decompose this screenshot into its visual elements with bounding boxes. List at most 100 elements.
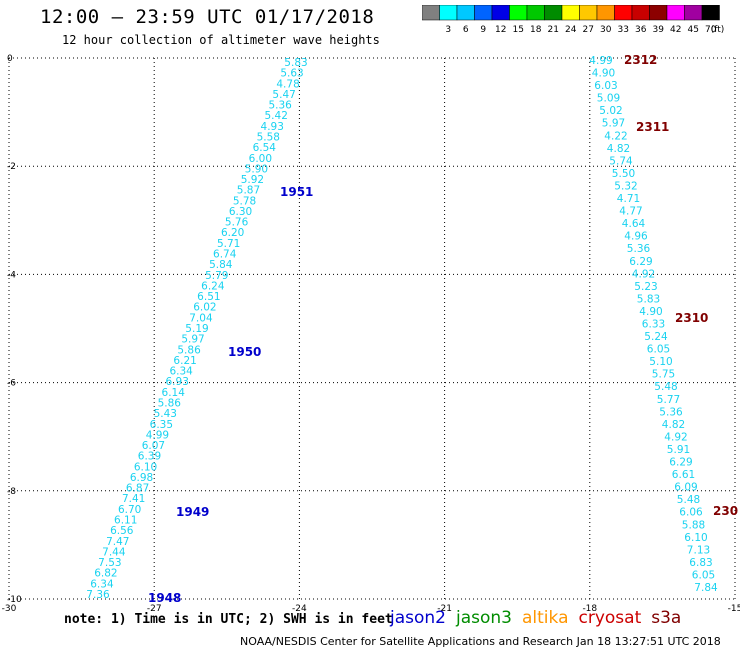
swh-value: 7.47 — [106, 536, 129, 548]
swh-value: 4.78 — [276, 78, 299, 90]
page-subtitle: 12 hour collection of altimeter wave hei… — [62, 33, 380, 47]
swh-value: 4.96 — [624, 231, 648, 243]
y-tick-label: 0 — [7, 54, 13, 64]
x-tick-label: -30 — [2, 604, 17, 614]
swh-value: 5.78 — [233, 195, 256, 207]
swh-value: 7.53 — [98, 557, 121, 569]
satellite-legend-item: cryosat — [578, 608, 642, 628]
swh-value: 5.84 — [209, 259, 233, 271]
swh-value: 4.64 — [622, 218, 646, 230]
colorbar-tick-label: 33 — [618, 25, 629, 35]
footer-note: note: 1) Time is in UTC; 2) SWH is in fe… — [64, 612, 393, 627]
swh-value: 5.86 — [177, 344, 201, 356]
swh-value: 6.14 — [162, 387, 186, 399]
swh-value: 7.84 — [694, 582, 718, 594]
swh-value: 4.82 — [662, 419, 685, 431]
swh-value: 6.39 — [138, 451, 161, 463]
swh-value: 6.34 — [169, 366, 193, 378]
swh-value: 5.23 — [634, 281, 657, 293]
west-track: 5.835.634.785.475.365.424.935.586.546.00… — [86, 57, 313, 605]
satellite-legend: jason2 jason3 altika cryosat s3a — [390, 608, 691, 628]
swh-value: 5.97 — [181, 334, 204, 346]
y-tick-label: -10 — [7, 595, 22, 605]
colorbar-tick-label: 39 — [653, 25, 665, 35]
y-tick-label: -8 — [7, 487, 16, 497]
y-tick-label: -2 — [7, 162, 16, 172]
swh-value: 5.97 — [602, 118, 625, 130]
pass-time-label: 230 — [713, 504, 738, 518]
swh-value: 5.71 — [217, 238, 240, 250]
swh-value: 7.41 — [122, 493, 145, 505]
x-tick-label: -18 — [582, 604, 597, 614]
colorbar-tick-label: 36 — [635, 25, 647, 35]
swh-value: 6.05 — [647, 344, 670, 356]
pass-time-label: 2310 — [675, 311, 708, 325]
wave-height-colorbar: 3 6 9 12 15 18 21 24 27 30 33 36 39 42 45 70(ft) — [422, 5, 724, 35]
swh-value: 6.10 — [684, 532, 707, 544]
swh-value: 7.44 — [102, 546, 126, 558]
swh-value: 4.90 — [639, 306, 662, 318]
colorbar-tick-label: 18 — [530, 25, 542, 35]
swh-value: 6.98 — [130, 472, 153, 484]
swh-value: 6.00 — [249, 153, 272, 165]
swh-value: 6.30 — [229, 206, 252, 218]
swh-value: 5.90 — [245, 163, 268, 175]
swh-value: 5.79 — [205, 270, 228, 282]
swh-value: 5.48 — [677, 494, 700, 506]
swh-value: 6.11 — [114, 515, 137, 527]
swh-value: 6.10 — [134, 461, 157, 473]
swh-value: 5.87 — [237, 185, 260, 197]
colorbar-tick-label: 30 — [600, 25, 612, 35]
swh-value: 6.70 — [118, 504, 141, 516]
pass-time-label: 2312 — [624, 53, 657, 67]
footer-credit: NOAA/NESDIS Center for Satellite Applica… — [240, 635, 721, 648]
swh-value: 6.61 — [672, 469, 695, 481]
swh-value: 6.87 — [126, 483, 149, 495]
swh-value: 6.20 — [221, 227, 244, 239]
swh-value: 5.63 — [280, 68, 303, 80]
swh-value: 6.06 — [679, 507, 703, 519]
swh-value: 5.58 — [257, 131, 280, 143]
swh-value: 5.77 — [657, 394, 680, 406]
swh-value: 5.76 — [225, 217, 249, 229]
swh-value: 5.36 — [268, 100, 292, 112]
swh-value: 5.86 — [158, 397, 182, 409]
swh-value: 5.42 — [265, 110, 288, 122]
colorbar-tick-label: 15 — [513, 25, 524, 35]
swh-value: 4.99 — [146, 429, 169, 441]
swh-value: 5.10 — [649, 356, 672, 368]
y-tick-label: -6 — [7, 379, 16, 389]
swh-value: 6.33 — [642, 319, 665, 331]
swh-value: 4.77 — [619, 206, 642, 218]
swh-value: 5.48 — [654, 381, 677, 393]
colorbar-tick-label: 21 — [548, 25, 559, 35]
pass-time-label: 2311 — [636, 120, 669, 134]
swh-value: 5.91 — [667, 444, 690, 456]
colorbar-tick-label: 12 — [495, 25, 506, 35]
swh-value: 4.99 — [589, 55, 612, 67]
x-tick-label: -15 — [728, 604, 740, 614]
swh-value: 7.13 — [687, 544, 710, 556]
swh-value: 7.04 — [189, 312, 213, 324]
colorbar-swatch — [701, 5, 720, 21]
satellite-legend-item: altika — [522, 608, 569, 628]
colorbar-tick-label: 9 — [480, 25, 486, 35]
pass-time-label: 1950 — [228, 345, 261, 359]
y-tick-label: -4 — [7, 270, 16, 280]
swh-value: 5.83 — [284, 57, 307, 69]
colorbar-tick-label: 24 — [565, 25, 577, 35]
swh-value: 6.35 — [150, 419, 173, 431]
swh-value: 6.56 — [110, 525, 134, 537]
swh-value: 5.43 — [154, 408, 177, 420]
swh-value: 5.36 — [627, 243, 651, 255]
colorbar-tick-label: 3 — [445, 25, 451, 35]
swh-value: 6.05 — [692, 569, 715, 581]
swh-value: 5.24 — [644, 331, 668, 343]
swh-value: 5.47 — [272, 89, 295, 101]
page-title: 12:00 – 23:59 UTC 01/17/2018 — [40, 6, 375, 28]
grid — [8, 57, 736, 600]
swh-value: 6.54 — [253, 142, 277, 154]
x-tick-label: -21 — [437, 604, 452, 614]
pass-time-label: 1948 — [148, 591, 181, 605]
